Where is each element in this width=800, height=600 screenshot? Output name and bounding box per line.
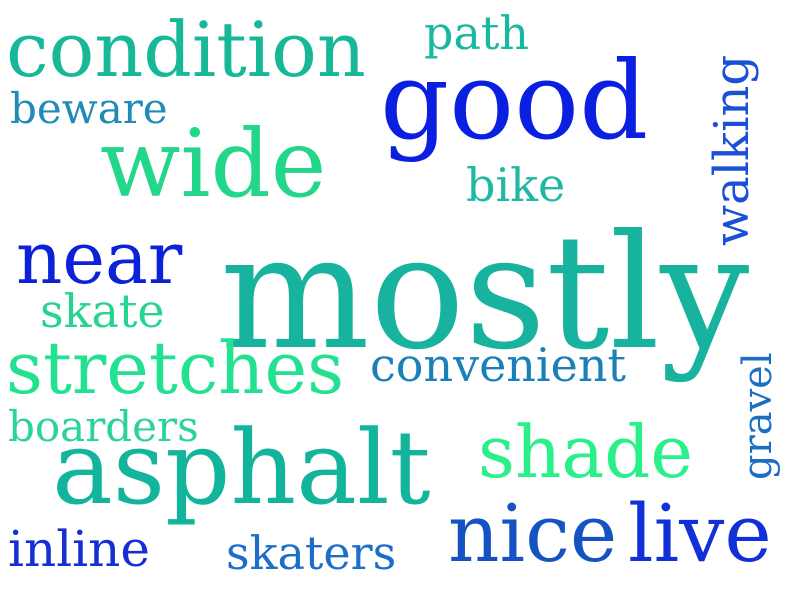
word-boarders: boarders [8,402,199,451]
word-condition: condition [6,5,366,94]
word-shade: shade [478,410,693,494]
word-convenient: convenient [370,338,626,392]
word-wide: wide [100,110,327,219]
word-bike: bike [466,158,566,212]
word-path: path [424,6,529,60]
word-skaters: skaters [226,526,397,580]
word-skate: skate [40,284,165,338]
word-near: near [16,216,183,300]
word-stretches: stretches [6,326,345,410]
word-good: good [380,39,649,164]
word-gravel: gravel [735,352,781,480]
word-live: live [628,487,772,580]
word-beware: beware [10,84,168,133]
word-asphalt: asphalt [52,409,431,528]
word-inline: inline [8,520,150,578]
word-mostly: mostly [220,201,750,385]
word-nice: nice [448,487,618,580]
